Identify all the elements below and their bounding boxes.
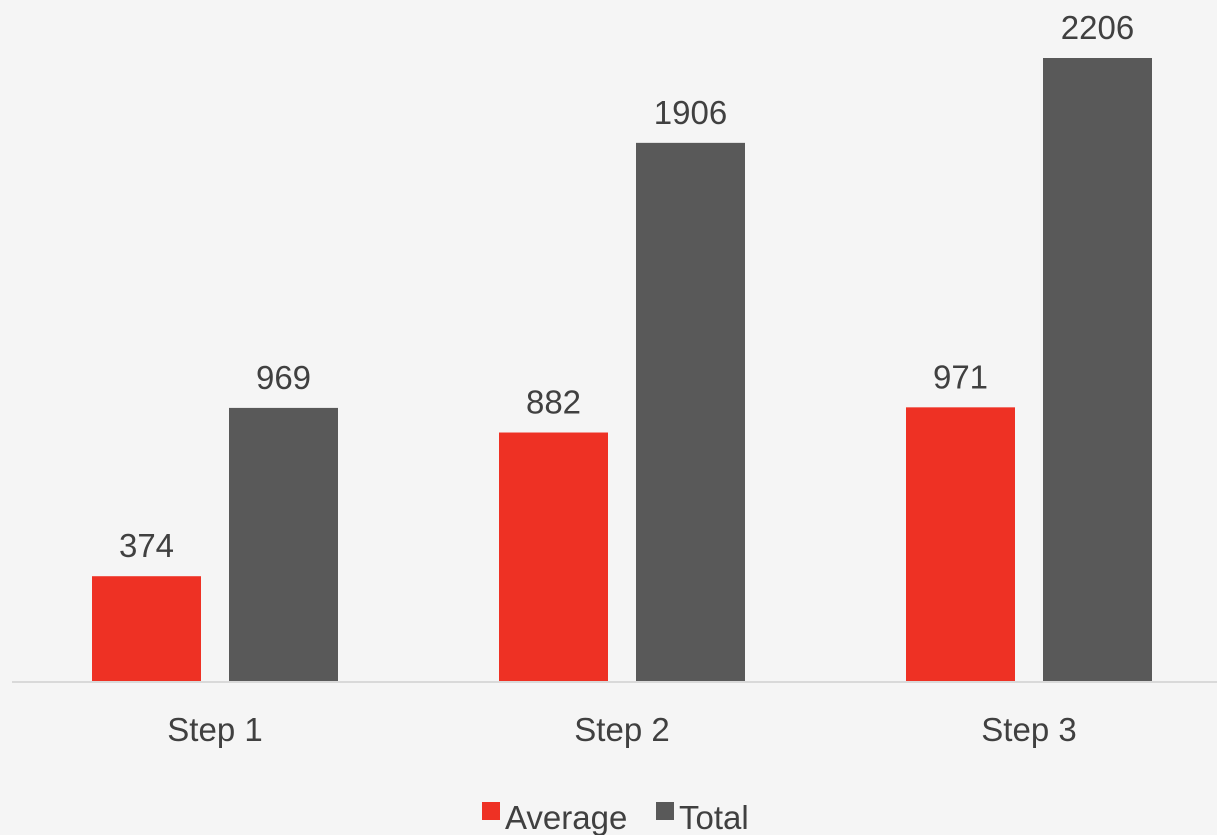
bar-total-step-2 [636,142,745,682]
legend-swatch-total [656,802,674,820]
category-label-step-2: Step 2 [574,711,669,748]
legend-label-total: Total [679,799,749,835]
bar-total-step-3 [1043,58,1152,682]
category-labels-group: Step 1 Step 2 Step 3 [167,711,1076,748]
data-label-average-step-3: 971 [933,358,988,395]
data-label-average-step-1: 374 [119,527,174,564]
bar-total-step-1 [229,407,338,682]
data-label-total-step-1: 969 [256,359,311,396]
legend-label-average: Average [505,799,627,835]
bar-average-step-1 [92,576,201,682]
legend: Average Total [482,799,749,835]
data-labels-group: 374 969 882 1906 971 2206 [119,9,1134,564]
category-label-step-3: Step 3 [981,711,1076,748]
bar-average-step-2 [499,432,608,682]
legend-swatch-average [482,802,500,820]
bars-group [92,58,1152,682]
data-label-average-step-2: 882 [526,384,581,421]
data-label-total-step-2: 1906 [654,94,727,131]
bar-average-step-3 [906,407,1015,682]
category-label-step-1: Step 1 [167,711,262,748]
data-label-total-step-3: 2206 [1061,9,1134,46]
